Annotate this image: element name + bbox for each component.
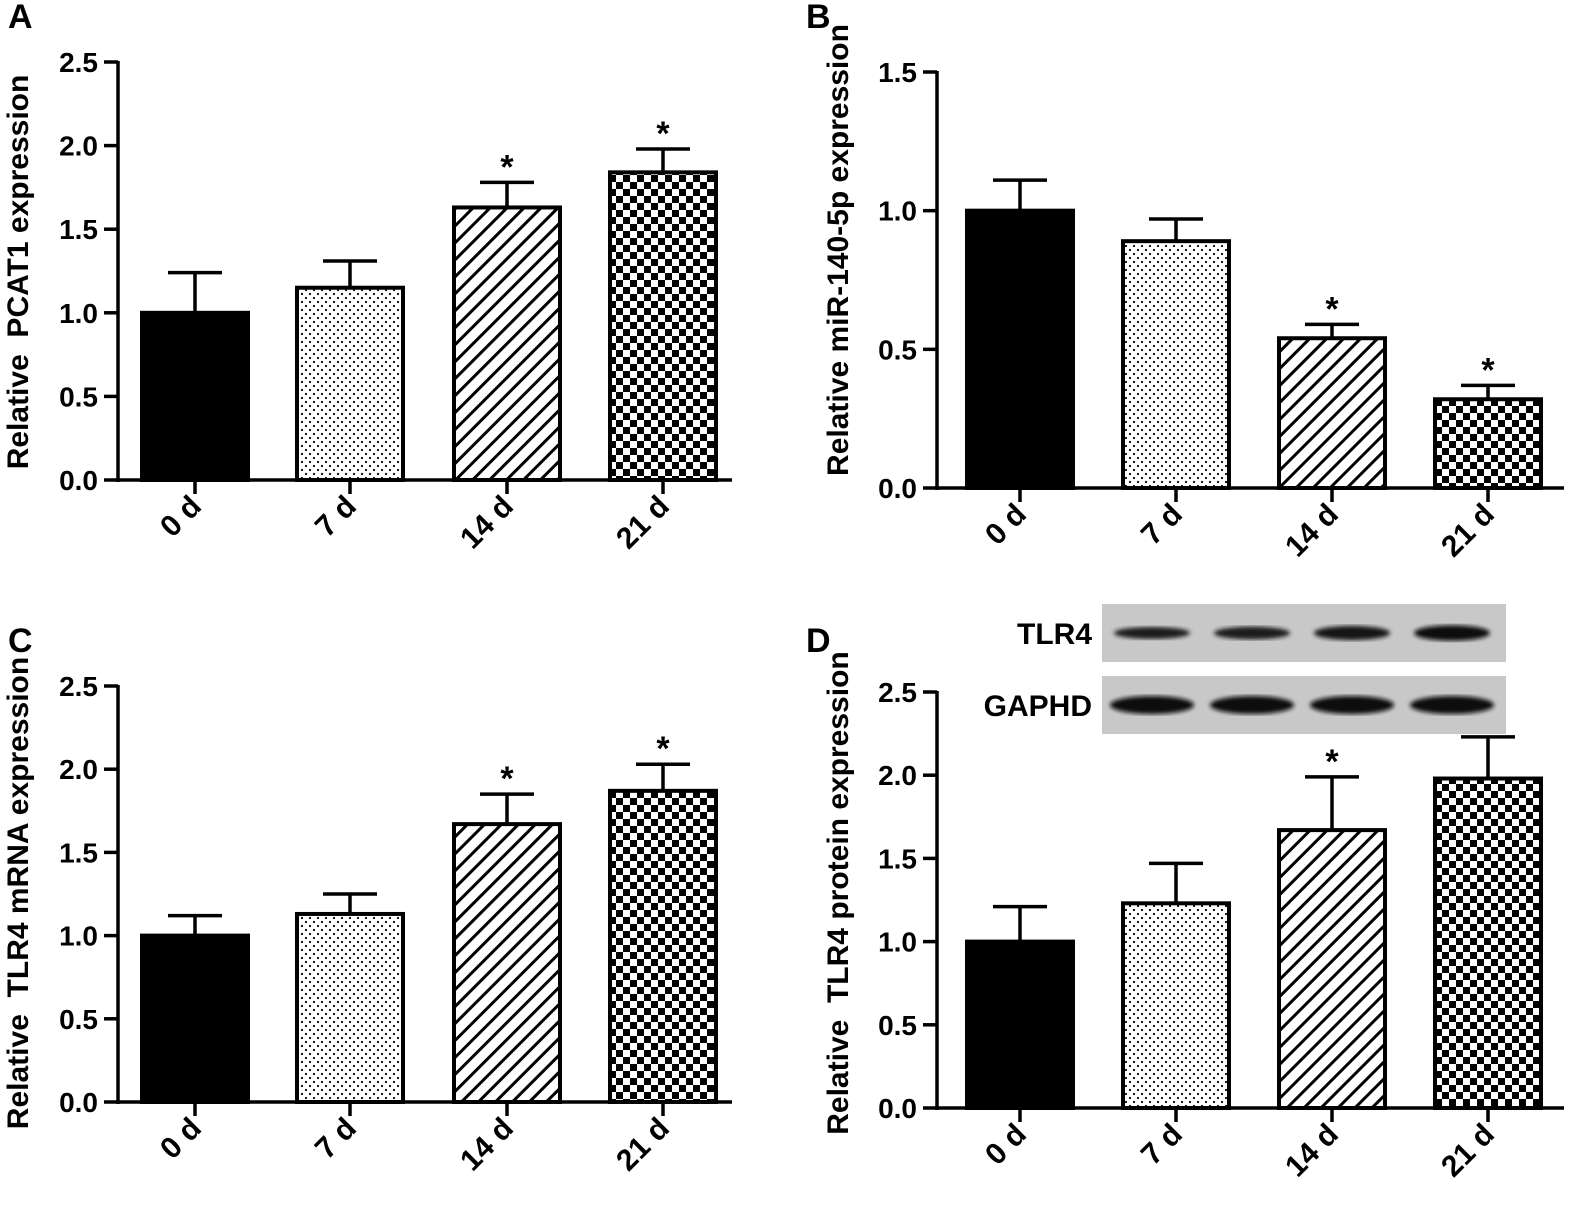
x-tick-label: 21 d — [1435, 1118, 1501, 1184]
blot-row-gaphd: GAPHD — [984, 676, 1506, 734]
y-tick-label: 0.0 — [878, 1093, 917, 1124]
y-tick-label: 1.0 — [59, 298, 98, 329]
bar-21d — [608, 788, 718, 1104]
blot-label: GAPHD — [984, 690, 1092, 723]
y-axis-label: Relative TLR4 protein expression — [822, 651, 855, 1134]
significance-marker: * — [500, 760, 514, 798]
bar-0d — [140, 933, 250, 1104]
y-tick-label: 1.5 — [878, 843, 917, 874]
x-tick-label: 0 d — [154, 1112, 208, 1166]
y-tick-label: 1.0 — [878, 927, 917, 958]
bar-14d — [452, 205, 562, 483]
bar-21d — [608, 170, 718, 483]
significance-marker: * — [500, 148, 514, 186]
x-tick-label: 21 d — [1435, 498, 1501, 564]
x-tick-label: 21 d — [610, 1112, 676, 1178]
y-tick-label: 0.5 — [59, 381, 98, 412]
y-tick-label: 1.5 — [59, 214, 98, 245]
y-tick-label: 1.5 — [878, 57, 917, 88]
y-tick-label: 0.0 — [59, 1087, 98, 1118]
blot-band — [1314, 625, 1390, 641]
x-tick-label: 0 d — [979, 498, 1033, 552]
significance-marker: * — [656, 115, 670, 153]
blot-band — [1114, 627, 1190, 639]
blot-band — [1414, 625, 1490, 641]
y-tick-label: 0.5 — [59, 1004, 98, 1035]
blot-band — [1310, 696, 1394, 714]
y-tick-label: 2.5 — [59, 671, 98, 702]
y-tick-label: 2.0 — [878, 760, 917, 791]
x-tick-label: 14 d — [454, 1112, 520, 1178]
y-tick-label: 2.0 — [59, 754, 98, 785]
bar-7d — [1121, 239, 1231, 490]
x-tick-label: 14 d — [1279, 498, 1345, 564]
y-tick-label: 1.0 — [878, 196, 917, 227]
significance-marker: * — [1325, 743, 1339, 781]
bar-0d — [965, 939, 1075, 1110]
panel-label: B — [806, 0, 831, 36]
chart-panel-a: A Relative PCAT1 expression 0.0 0.5 1.0 1.5 2.… — [2, 0, 732, 555]
bar-21d — [1433, 776, 1543, 1110]
y-tick-label: 2.5 — [59, 47, 98, 78]
bar-14d — [1277, 828, 1387, 1110]
y-tick-label: 0.0 — [59, 465, 98, 496]
blot-label: TLR4 — [1017, 618, 1092, 651]
y-tick-label: 1.5 — [59, 837, 98, 868]
bar-14d — [452, 822, 562, 1104]
bar-7d — [295, 285, 405, 482]
y-tick-label: 2.5 — [878, 677, 917, 708]
bar-14d — [1277, 336, 1387, 490]
bar-0d — [140, 310, 250, 482]
x-tick-label: 0 d — [979, 1118, 1033, 1172]
x-tick-label: 7 d — [1135, 1118, 1189, 1172]
blot-band — [1110, 696, 1194, 714]
blot-row-tlr4: TLR4 — [1017, 604, 1506, 662]
blot-band — [1410, 696, 1494, 714]
y-tick-label: 0.5 — [878, 1010, 917, 1041]
y-axis-label: Relative PCAT1 expression — [2, 75, 35, 470]
x-tick-label: 7 d — [1135, 498, 1189, 552]
panel-label: C — [8, 622, 33, 660]
panel-label: A — [8, 0, 33, 36]
bar-7d — [295, 911, 405, 1105]
x-tick-label: 7 d — [309, 1112, 363, 1166]
blot-band — [1214, 626, 1290, 640]
y-axis-label: Relative miR-140-5p expression — [822, 24, 855, 476]
significance-marker: * — [656, 730, 670, 768]
blot-band — [1210, 696, 1294, 714]
y-tick-label: 1.0 — [59, 921, 98, 952]
y-tick-label: 2.0 — [59, 131, 98, 162]
x-tick-label: 7 d — [309, 490, 363, 544]
significance-marker: * — [1481, 351, 1495, 389]
x-tick-label: 14 d — [454, 490, 520, 556]
bar-7d — [1121, 901, 1231, 1110]
significance-marker: * — [1325, 290, 1339, 328]
bar-21d — [1433, 397, 1543, 490]
x-tick-label: 21 d — [610, 490, 676, 556]
y-tick-label: 0.5 — [878, 334, 917, 365]
y-tick-label: 0.0 — [878, 473, 917, 504]
bar-0d — [965, 208, 1075, 491]
panel-label: D — [806, 622, 831, 660]
x-tick-label: 0 d — [154, 490, 208, 544]
y-axis-label: Relative TLR4 mRNA expression — [2, 657, 35, 1129]
x-tick-label: 14 d — [1279, 1118, 1345, 1184]
